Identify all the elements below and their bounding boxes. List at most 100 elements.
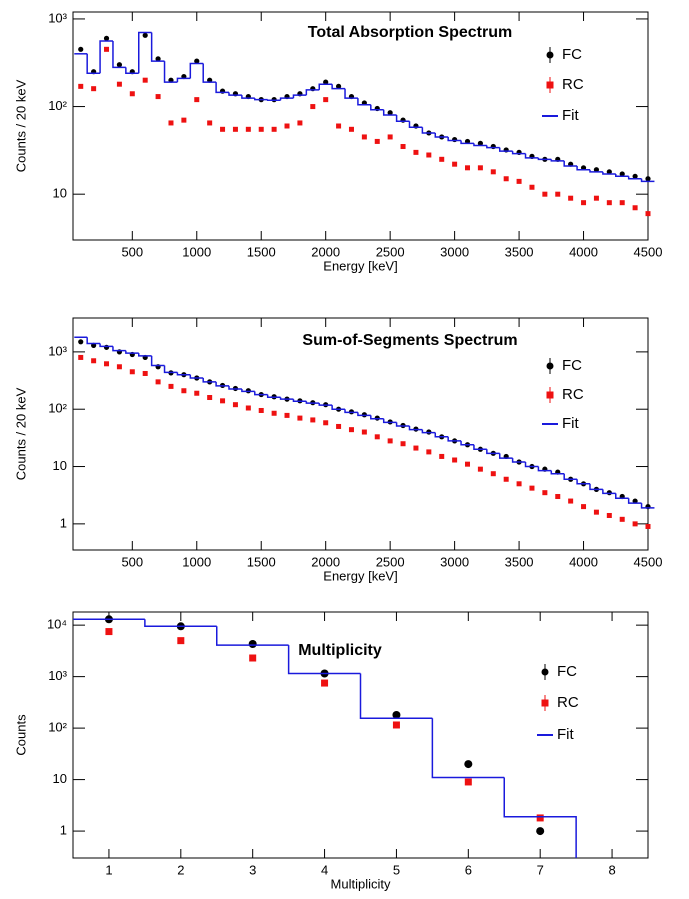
data-point <box>426 449 432 455</box>
legend-label: Fit <box>562 415 579 432</box>
x-tick-label: 1000 <box>182 554 211 569</box>
data-point <box>593 509 599 515</box>
data-point <box>142 32 148 38</box>
fit-step <box>331 405 346 410</box>
fit-step <box>125 67 139 74</box>
data-point <box>310 104 316 110</box>
fit-step <box>318 83 333 90</box>
data-point <box>155 94 161 100</box>
y-tick-label: 10 <box>53 771 67 786</box>
fit-step <box>125 350 139 354</box>
data-point <box>168 120 174 126</box>
x-tick-label: 7 <box>537 862 544 877</box>
fit-step <box>498 453 513 459</box>
data-point <box>581 200 587 206</box>
y-axis-label: Counts / 20 keV <box>13 387 28 480</box>
y-tick-label: 10³ <box>48 343 67 358</box>
fit-step <box>576 479 590 485</box>
fit-step <box>344 409 358 414</box>
data-point <box>542 490 548 496</box>
x-tick-label: 3000 <box>440 244 469 259</box>
x-tick-label: 1500 <box>247 244 276 259</box>
y-tick-label: 1 <box>60 515 67 530</box>
data-point <box>465 461 471 467</box>
data-point <box>374 434 380 440</box>
legend-swatch <box>541 699 549 707</box>
fit-step <box>176 77 191 83</box>
data-point <box>207 120 213 126</box>
legend-label: FC <box>562 357 582 374</box>
data-point <box>321 679 329 687</box>
fit-step <box>254 391 268 396</box>
fit-step <box>279 397 294 400</box>
fit-step <box>431 718 505 779</box>
fit-step <box>86 337 101 345</box>
data-point <box>439 156 445 162</box>
fit-step <box>576 165 590 171</box>
data-point <box>606 169 612 175</box>
data-point <box>503 476 509 482</box>
x-tick-label: 6 <box>465 862 472 877</box>
data-point <box>78 83 84 89</box>
fit-step <box>498 147 513 152</box>
data-point <box>348 427 354 433</box>
plot-frame <box>72 317 649 551</box>
data-point <box>516 481 522 487</box>
data-point <box>129 369 135 375</box>
data-point <box>632 205 638 211</box>
x-tick-label: 4000 <box>569 244 598 259</box>
data-point <box>129 91 135 97</box>
data-point <box>392 721 400 729</box>
data-point <box>606 512 612 518</box>
x-tick-label: 4000 <box>569 554 598 569</box>
data-point <box>400 144 406 150</box>
data-point <box>142 370 148 376</box>
fit-step <box>357 98 371 106</box>
legend-swatch <box>546 362 554 370</box>
fit-step <box>486 449 500 455</box>
fit-step <box>640 503 655 509</box>
fit-step <box>292 399 307 402</box>
fit-step <box>359 673 433 720</box>
fit-step <box>434 432 449 438</box>
data-point <box>645 523 651 529</box>
data-point <box>464 760 473 769</box>
fit-step <box>395 115 410 122</box>
legend-label: RC <box>562 76 584 93</box>
x-axis-label: Energy [keV] <box>323 258 397 273</box>
data-point <box>374 138 380 144</box>
x-tick-label: 2000 <box>311 554 340 569</box>
fit-step <box>305 89 320 96</box>
data-point <box>361 134 367 140</box>
fit-step <box>473 143 487 147</box>
chart-title: Total Absorption Spectrum <box>308 24 512 41</box>
data-point <box>516 178 522 184</box>
fit-step <box>318 403 333 406</box>
legend-swatch <box>546 81 554 89</box>
fit-step <box>627 498 642 504</box>
fit-step <box>627 176 642 180</box>
fit-step <box>86 53 101 74</box>
fit-step <box>640 178 655 183</box>
data-point <box>490 169 496 175</box>
data-point <box>155 379 161 385</box>
fit-step <box>287 645 361 675</box>
legend-label: RC <box>562 386 584 403</box>
data-point <box>194 390 200 396</box>
data-point <box>387 438 393 444</box>
data-point <box>400 441 406 447</box>
fit-step <box>602 171 616 175</box>
fit-step <box>524 461 539 468</box>
y-tick-label: 10² <box>48 401 67 416</box>
data-point <box>542 191 548 197</box>
fit-step <box>589 483 603 491</box>
fit-step <box>241 95 255 99</box>
data-point <box>116 62 123 68</box>
y-axis-label: Counts <box>13 714 28 756</box>
data-point <box>271 126 277 132</box>
data-point <box>232 126 238 132</box>
fit-step <box>382 109 397 116</box>
y-tick-label: 10² <box>48 720 67 735</box>
data-point <box>619 200 625 206</box>
data-point <box>477 165 483 171</box>
